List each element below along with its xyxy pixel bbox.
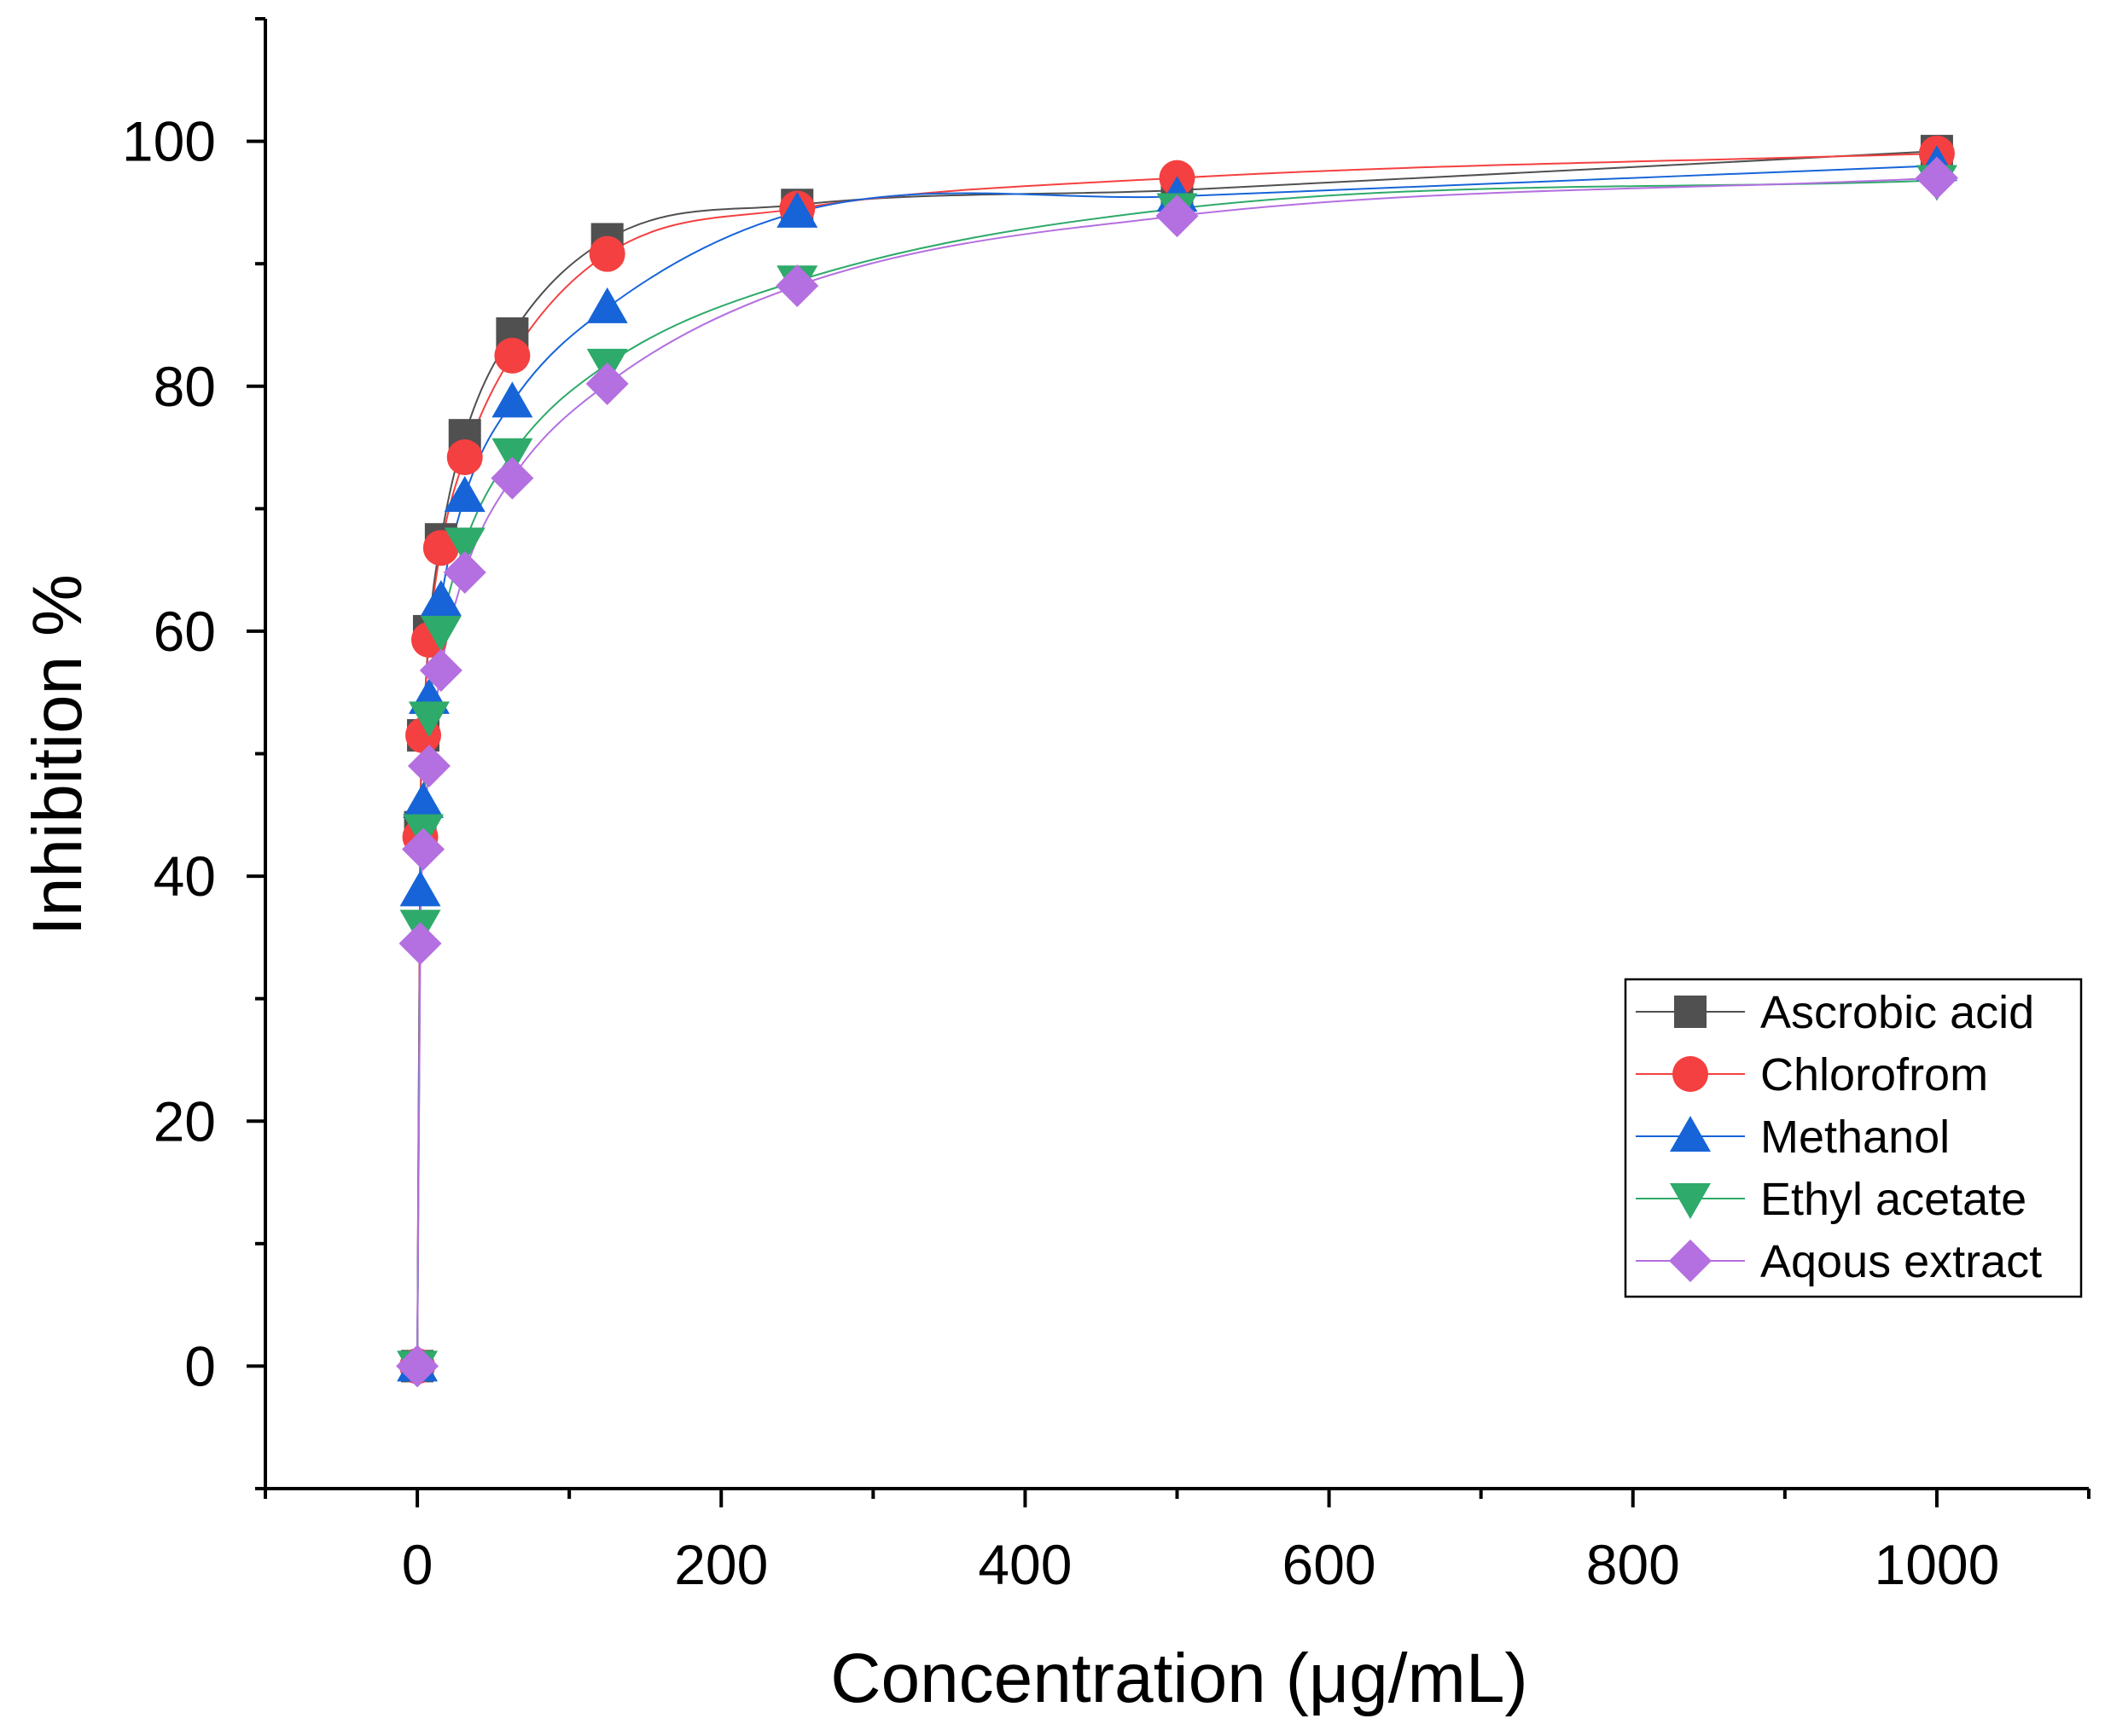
data-point [420,580,462,617]
data-point [585,362,629,405]
x-tick-label: 400 [978,1533,1072,1596]
data-point [776,264,819,308]
x-tick-label: 800 [1586,1533,1680,1596]
legend-label: Ascrobic acid [1760,987,2034,1038]
data-point [399,870,441,907]
y-tick-label: 100 [122,110,216,173]
data-point [1155,195,1199,238]
data-point [776,191,818,228]
legend: Ascrobic acid Chlorofrom Methanol Ethyl ace… [1624,978,2083,1298]
data-point [403,781,445,818]
y-tick-label: 60 [154,600,216,663]
x-tick-label: 0 [402,1533,433,1596]
data-point [422,530,459,566]
y-axis-title: Inhibition % [19,574,96,936]
data-point [408,701,450,738]
legend-marker [1674,996,1707,1028]
data-point [491,381,533,418]
legend-marker [1669,1240,1712,1282]
data-point [589,235,625,272]
data-point [444,527,486,564]
data-point [420,615,462,652]
axes: 0 200 400 600 800 1000 0 20 40 60 80 100 [122,17,2090,1596]
legend-label: Aqous extract [1760,1236,2042,1287]
y-tick-label: 80 [154,355,216,418]
data-point [1915,156,1958,200]
y-tick-label: 40 [154,845,216,908]
data-point [491,456,534,500]
x-tick-label: 200 [674,1533,768,1596]
data-point [446,439,483,476]
y-tick-label: 0 [184,1334,216,1397]
data-point [419,648,462,692]
legend-label: Chlorofrom [1760,1049,1988,1100]
series-markers [396,135,1958,1388]
data-point [491,438,533,474]
data-point [444,475,486,512]
data-point [494,337,531,374]
y-tick-label: 20 [154,1089,216,1152]
legend-marker [1670,1116,1711,1152]
data-point [407,744,451,787]
data-point [443,550,486,594]
data-point [398,922,442,966]
x-tick-label: 1000 [1875,1533,2000,1596]
data-point [402,827,445,871]
data-point [586,287,628,323]
legend-label: Ethyl acetate [1760,1174,2026,1225]
legend-marker [1672,1056,1708,1092]
legend-label: Methanol [1760,1112,1950,1163]
data-point [396,1344,439,1388]
x-axis-title: Concentration (μg/mL) [830,1640,1527,1717]
legend-marker [1670,1183,1711,1219]
x-tick-label: 600 [1282,1533,1376,1596]
